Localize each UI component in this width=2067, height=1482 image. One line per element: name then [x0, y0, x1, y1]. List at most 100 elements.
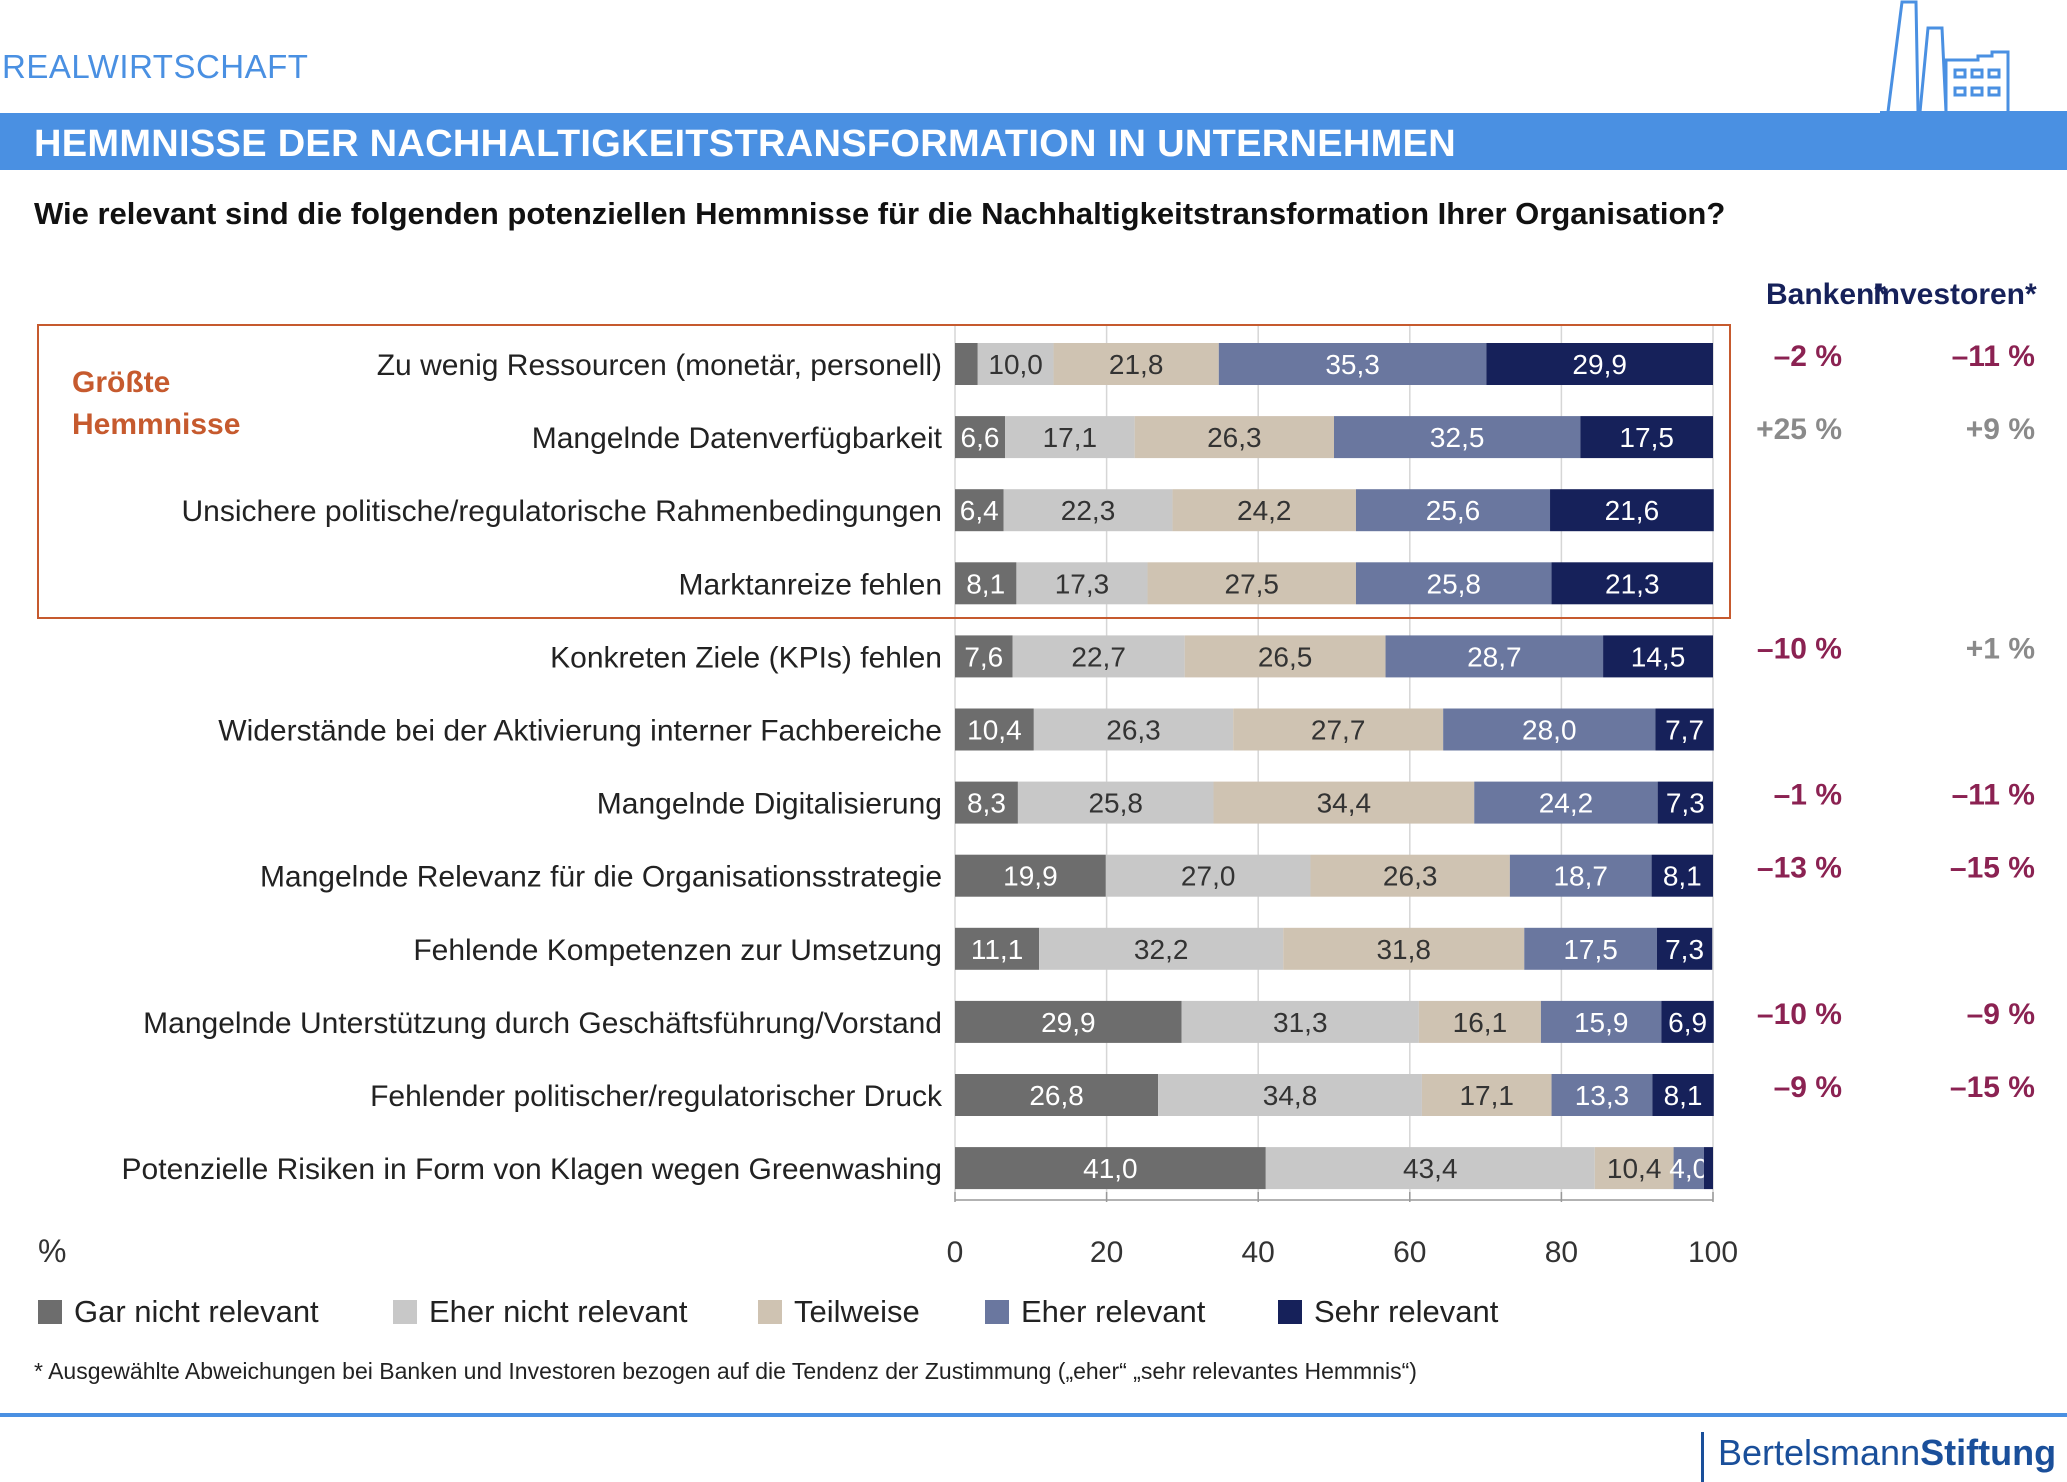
- legend-swatch: [758, 1300, 782, 1324]
- bar-segment: [1218, 343, 1487, 385]
- bar-segment: [1355, 562, 1552, 605]
- x-tick-label: 100: [1688, 1236, 1738, 1269]
- bar-value-label: 25,8: [1088, 788, 1143, 819]
- bar-value-label: 35,3: [1325, 349, 1380, 380]
- bar-segment: [1652, 1074, 1714, 1116]
- bar-value-label: 7,3: [1666, 788, 1705, 819]
- bar-value-label: 10,4: [1607, 1153, 1662, 1184]
- bar-segment: [1005, 416, 1135, 459]
- bar-segment: [1147, 562, 1356, 605]
- brand-name-part2: Stiftung: [1920, 1432, 2057, 1473]
- deviation-investors: –15 %: [1950, 1071, 2035, 1104]
- deviation-header-banks: Banken*: [1766, 278, 1886, 311]
- bar-value-label: 31,3: [1273, 1007, 1328, 1038]
- deviation-banks: –2 %: [1774, 340, 1842, 373]
- deviation-banks: –1 %: [1774, 779, 1842, 812]
- bar-value-label: 27,7: [1311, 715, 1366, 746]
- bar-segment: [1603, 635, 1713, 678]
- bar-value-label: 17,5: [1563, 934, 1618, 965]
- deviation-header-investors: Investoren*: [1873, 278, 2037, 311]
- bar-segment: [1334, 416, 1581, 459]
- bar-value-label: 22,7: [1071, 641, 1126, 672]
- category-label: Potenzielle Risiken in Form von Klagen w…: [122, 1153, 942, 1186]
- bar-segment: [1033, 708, 1234, 751]
- bar-segment: [1310, 854, 1510, 897]
- bar-value-label: 21,3: [1605, 568, 1660, 599]
- bar-segment: [1550, 489, 1714, 532]
- bar-segment: [1421, 1074, 1552, 1116]
- category-label: Konkreten Ziele (KPIs) fehlen: [550, 641, 942, 674]
- legend-label: Teilweise: [794, 1294, 920, 1329]
- bar-segment: [1443, 708, 1656, 751]
- bar-segment: [1213, 781, 1475, 824]
- bar-value-label: 10,0: [988, 349, 1043, 380]
- bar-value-label: 31,8: [1376, 934, 1431, 965]
- bar-value-label: 34,4: [1317, 788, 1372, 819]
- bar-value-label: 18,7: [1553, 861, 1608, 892]
- bar-value-label: 7,6: [964, 641, 1003, 672]
- bar-value-label: 29,9: [1572, 349, 1627, 380]
- bar-value-label: 22,3: [1061, 495, 1116, 526]
- category-label: Widerstände bei der Aktivierung interner…: [218, 715, 942, 748]
- bar-value-label: 26,5: [1258, 641, 1313, 672]
- bar-value-label: 8,1: [1663, 861, 1702, 892]
- deviation-investors: –11 %: [1952, 340, 2035, 373]
- bottom-rule: [0, 1413, 2067, 1417]
- highlight-label-line2: Hemmnisse: [72, 408, 240, 441]
- bar-segment: [1172, 489, 1356, 532]
- bar-segment: [977, 343, 1054, 385]
- legend-swatch: [985, 1300, 1009, 1324]
- bar-segment: [1540, 1000, 1662, 1043]
- bar-segment: [1551, 1074, 1653, 1116]
- bar-segment: [1105, 854, 1311, 897]
- legend-label: Gar nicht relevant: [74, 1294, 319, 1329]
- bar-value-label: 17,1: [1459, 1080, 1514, 1111]
- bar-value-label: 11,1: [971, 934, 1023, 965]
- bar-value-label: 28,0: [1522, 715, 1577, 746]
- highlight-box: [37, 324, 1731, 619]
- bar-value-label: 24,2: [1539, 788, 1594, 819]
- category-label: Unsichere politische/regulatorische Rahm…: [182, 495, 942, 528]
- deviation-banks: –9 %: [1774, 1071, 1842, 1104]
- bar-value-label: 8,1: [966, 568, 1005, 599]
- category-label: Zu wenig Ressourcen (monetär, personell): [377, 349, 942, 382]
- deviation-investors: +9 %: [1966, 413, 2035, 446]
- bar-segment: [1661, 1000, 1714, 1043]
- bar-value-label: 26,3: [1383, 861, 1438, 892]
- deviation-investors: –15 %: [1950, 852, 2035, 885]
- title-bar: HEMMNISSE DER NACHHALTIGKEITSTRANSFORMAT…: [0, 113, 2067, 170]
- bar-value-label: 27,5: [1225, 568, 1280, 599]
- bar-segment: [955, 635, 1013, 678]
- bar-segment: [955, 708, 1034, 751]
- bar-segment: [955, 489, 1004, 532]
- bar-segment: [1673, 1147, 1704, 1190]
- bar-value-label: 6,4: [960, 495, 999, 526]
- deviation-investors: +1 %: [1966, 632, 2035, 665]
- bar-segment: [1656, 927, 1713, 970]
- bar-segment: [1017, 781, 1214, 824]
- category-label: Fehlender politischer/regulatorischer Dr…: [370, 1080, 943, 1113]
- bar-value-label: 16,1: [1453, 1007, 1508, 1038]
- bar-value-label: 15,9: [1574, 1007, 1629, 1038]
- bar-value-label: 21,6: [1605, 495, 1660, 526]
- bar-value-label: 41,0: [1083, 1153, 1138, 1184]
- category-label: Mangelnde Datenverfügbarkeit: [532, 422, 943, 455]
- bar-value-label: 29,9: [1041, 1007, 1096, 1038]
- deviation-banks: –10 %: [1757, 632, 1842, 665]
- bar-value-label: 7,7: [1665, 715, 1704, 746]
- bar-segment: [1181, 1000, 1419, 1043]
- bar-value-label: 6,6: [961, 422, 1000, 453]
- bar-value-label: 17,1: [1043, 422, 1098, 453]
- bar-value-label: 26,3: [1106, 715, 1161, 746]
- bar-segment: [1355, 489, 1551, 532]
- bar-segment: [1003, 489, 1173, 532]
- bar-value-label: 43,4: [1403, 1153, 1458, 1184]
- bar-value-label: 13,3: [1575, 1080, 1630, 1111]
- bar-value-label: 8,1: [1664, 1080, 1703, 1111]
- bar-segment: [955, 1074, 1159, 1116]
- category-label: Mangelnde Unterstützung durch Geschäftsf…: [143, 1007, 942, 1040]
- x-tick-label: 40: [1242, 1236, 1275, 1269]
- brand-logo: BertelsmannStiftung: [1701, 1432, 2056, 1482]
- bar-segment: [1486, 343, 1713, 385]
- bar-segment: [1580, 416, 1713, 459]
